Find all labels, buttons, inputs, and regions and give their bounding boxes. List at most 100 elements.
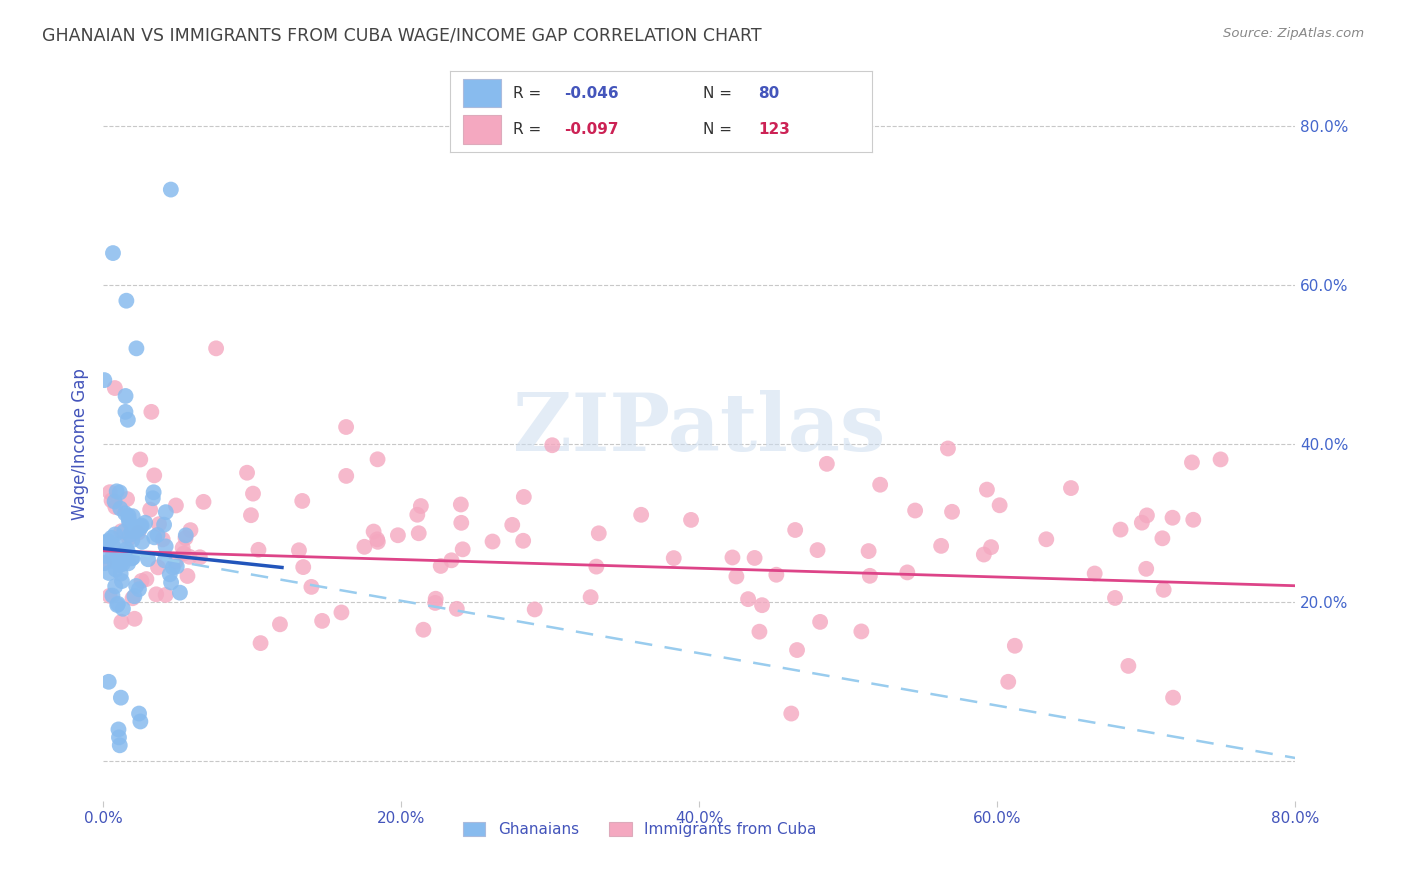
Point — [142, 491, 165, 506]
Point — [115, 293, 138, 308]
Point — [481, 534, 503, 549]
Point — [105, 484, 128, 499]
Point — [446, 602, 468, 616]
Point — [1135, 562, 1157, 576]
FancyBboxPatch shape — [463, 115, 501, 144]
Point — [808, 615, 831, 629]
Point — [101, 549, 124, 563]
Point — [973, 548, 995, 562]
Point — [94, 549, 117, 563]
Point — [1084, 566, 1107, 581]
Point — [409, 499, 432, 513]
Point — [139, 502, 162, 516]
Point — [108, 558, 131, 572]
Point — [169, 585, 191, 599]
Point — [146, 528, 169, 542]
Point — [111, 602, 134, 616]
Point — [725, 569, 748, 583]
Point — [104, 579, 127, 593]
Point — [785, 523, 807, 537]
Point — [101, 589, 124, 603]
Point — [112, 524, 135, 539]
Point — [105, 598, 128, 612]
Point — [125, 342, 148, 356]
Text: 80: 80 — [758, 86, 779, 101]
Point — [121, 551, 143, 566]
Point — [107, 723, 129, 737]
Point — [1182, 513, 1205, 527]
Point — [353, 540, 375, 554]
Text: 123: 123 — [758, 121, 790, 136]
Point — [247, 542, 270, 557]
Point — [107, 597, 129, 611]
Point — [513, 490, 536, 504]
Point — [111, 555, 134, 569]
Point — [117, 546, 139, 560]
Point — [249, 636, 271, 650]
Point — [117, 557, 139, 571]
Point — [135, 572, 157, 586]
Text: N =: N = — [703, 86, 737, 101]
Point — [851, 624, 873, 639]
Text: -0.046: -0.046 — [564, 86, 619, 101]
Point — [585, 559, 607, 574]
Point — [806, 543, 828, 558]
Point — [155, 505, 177, 519]
Point — [131, 534, 153, 549]
Point — [188, 550, 211, 565]
Point — [101, 246, 124, 260]
Point — [408, 526, 430, 541]
Point — [155, 588, 177, 602]
Point — [239, 508, 262, 523]
Point — [110, 615, 132, 629]
Point — [335, 469, 357, 483]
Point — [98, 589, 121, 603]
Point — [311, 614, 333, 628]
Point — [366, 533, 388, 547]
Point — [97, 534, 120, 549]
Text: GHANAIAN VS IMMIGRANTS FROM CUBA WAGE/INCOME GAP CORRELATION CHART: GHANAIAN VS IMMIGRANTS FROM CUBA WAGE/IN… — [42, 27, 762, 45]
Point — [751, 598, 773, 612]
Point — [128, 706, 150, 721]
Point — [541, 438, 564, 452]
Y-axis label: Wage/Income Gap: Wage/Income Gap — [72, 368, 89, 519]
Point — [1181, 455, 1204, 469]
Point — [152, 533, 174, 547]
Point — [115, 491, 138, 506]
Point — [1130, 516, 1153, 530]
Point — [118, 531, 141, 545]
Point — [1035, 533, 1057, 547]
Point — [110, 690, 132, 705]
Point — [367, 534, 389, 549]
Point — [159, 567, 181, 582]
Text: N =: N = — [703, 121, 737, 136]
Point — [786, 643, 808, 657]
Point — [108, 731, 131, 745]
Point — [737, 592, 759, 607]
Point — [451, 542, 474, 557]
Text: R =: R = — [513, 121, 547, 136]
Point — [859, 569, 882, 583]
Point — [114, 405, 136, 419]
Point — [131, 518, 153, 533]
Point — [780, 706, 803, 721]
Point — [815, 457, 838, 471]
Point — [107, 549, 129, 563]
Point — [160, 183, 183, 197]
Point — [124, 589, 146, 603]
Point — [165, 499, 187, 513]
Point — [104, 562, 127, 576]
Point — [160, 575, 183, 590]
Point — [858, 544, 880, 558]
Point — [114, 389, 136, 403]
Point — [1060, 481, 1083, 495]
Point — [630, 508, 652, 522]
Point — [108, 537, 131, 551]
Point — [512, 533, 534, 548]
Point — [387, 528, 409, 542]
Point — [114, 506, 136, 520]
Point — [104, 381, 127, 395]
Point — [988, 498, 1011, 512]
Point — [904, 503, 927, 517]
Point — [145, 587, 167, 601]
